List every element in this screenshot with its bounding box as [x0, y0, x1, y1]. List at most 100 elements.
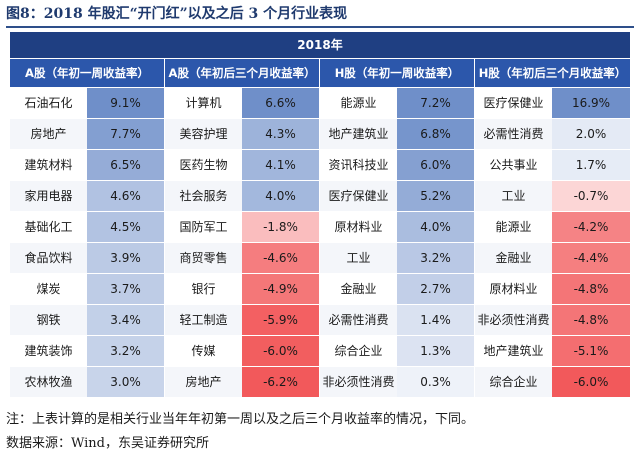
return-value: 6.0% [397, 150, 474, 180]
return-value: -5.9% [242, 305, 319, 335]
cell-group-h-share-three-months: 地产建筑业 -5.1% [475, 336, 630, 366]
sector-returns-table: 2018年 A股（年初一周收益率） A股（年初后三个月收益率） H股（年初一周收… [10, 32, 630, 398]
return-value: -1.8% [242, 212, 319, 242]
cell-group-h-share-three-months: 综合企业 -6.0% [475, 367, 630, 397]
industry-name: 地产建筑业 [475, 336, 552, 366]
table-body: 石油石化 9.1% 计算机 6.6% 能源业 7.2% 医疗保健业 16.9% 房地产 7.7% 美… [10, 88, 630, 398]
industry-name: 资讯科技业 [320, 150, 397, 180]
table-row: 家用电器 4.6% 社会服务 4.0% 医疗保健业 5.2% 工业 -0.7% [10, 181, 630, 212]
return-value: -6.0% [242, 336, 319, 366]
industry-name: 传媒 [165, 336, 242, 366]
return-value: 6.6% [242, 88, 319, 118]
return-value: 7.2% [397, 88, 474, 118]
industry-name: 医疗保健业 [475, 88, 552, 118]
industry-name: 公共事业 [475, 150, 552, 180]
cell-group-a-share-first-week: 房地产 7.7% [10, 119, 164, 149]
industry-name: 轻工制造 [165, 305, 242, 335]
industry-name: 非必须性消费 [320, 367, 397, 397]
footnote: 注：上表计算的是相关行业当年年初第一周以及之后三个月收益率的情况，下同。 [6, 412, 475, 427]
cell-group-a-share-three-months: 商贸零售 -4.6% [165, 243, 319, 273]
cell-group-a-share-first-week: 石油石化 9.1% [10, 88, 164, 118]
cell-group-h-share-three-months: 工业 -0.7% [475, 181, 630, 211]
return-value: -4.9% [242, 274, 319, 304]
return-value: -6.0% [552, 367, 630, 397]
return-value: -6.2% [242, 367, 319, 397]
return-value: -4.2% [552, 212, 630, 242]
cell-group-h-share-first-week: 地产建筑业 6.8% [320, 119, 474, 149]
industry-name: 美容护理 [165, 119, 242, 149]
cell-group-a-share-three-months: 银行 -4.9% [165, 274, 319, 304]
cell-group-h-share-three-months: 医疗保健业 16.9% [475, 88, 630, 118]
cell-group-a-share-first-week: 建筑材料 6.5% [10, 150, 164, 180]
industry-name: 必需性消费 [475, 119, 552, 149]
return-value: -5.1% [552, 336, 630, 366]
industry-name: 原材料业 [475, 274, 552, 304]
header-a-share-three-months: A股（年初后三个月收益率） [165, 59, 319, 87]
industry-name: 银行 [165, 274, 242, 304]
table-row: 建筑装饰 3.2% 传媒 -6.0% 综合企业 1.3% 地产建筑业 -5.1% [10, 336, 630, 367]
return-value: 3.2% [87, 336, 164, 366]
cell-group-a-share-three-months: 计算机 6.6% [165, 88, 319, 118]
industry-name: 食品饮料 [10, 243, 87, 273]
table-row: 基础化工 4.5% 国防军工 -1.8% 原材料业 4.0% 能源业 -4.2% [10, 212, 630, 243]
return-value: 4.1% [242, 150, 319, 180]
industry-name: 综合企业 [320, 336, 397, 366]
return-value: 2.7% [397, 274, 474, 304]
industry-name: 房地产 [165, 367, 242, 397]
title-divider [6, 26, 634, 28]
cell-group-h-share-first-week: 必需性消费 1.4% [320, 305, 474, 335]
cell-group-h-share-three-months: 必需性消费 2.0% [475, 119, 630, 149]
return-value: 1.7% [552, 150, 630, 180]
industry-name: 房地产 [10, 119, 87, 149]
industry-name: 社会服务 [165, 181, 242, 211]
cell-group-a-share-three-months: 房地产 -6.2% [165, 367, 319, 397]
return-value: 3.2% [397, 243, 474, 273]
return-value: -4.6% [242, 243, 319, 273]
industry-name: 金融业 [475, 243, 552, 273]
industry-name: 原材料业 [320, 212, 397, 242]
cell-group-h-share-first-week: 原材料业 4.0% [320, 212, 474, 242]
cell-group-a-share-first-week: 钢铁 3.4% [10, 305, 164, 335]
cell-group-a-share-first-week: 食品饮料 3.9% [10, 243, 164, 273]
return-value: 2.0% [552, 119, 630, 149]
cell-group-h-share-first-week: 资讯科技业 6.0% [320, 150, 474, 180]
industry-name: 计算机 [165, 88, 242, 118]
table-row: 石油石化 9.1% 计算机 6.6% 能源业 7.2% 医疗保健业 16.9% [10, 88, 630, 119]
cell-group-h-share-three-months: 金融业 -4.4% [475, 243, 630, 273]
cell-group-a-share-three-months: 社会服务 4.0% [165, 181, 319, 211]
return-value: 5.2% [397, 181, 474, 211]
table-row: 煤炭 3.7% 银行 -4.9% 金融业 2.7% 原材料业 -4.8% [10, 274, 630, 305]
cell-group-h-share-three-months: 能源业 -4.2% [475, 212, 630, 242]
industry-name: 能源业 [475, 212, 552, 242]
return-value: 4.6% [87, 181, 164, 211]
industry-name: 建筑装饰 [10, 336, 87, 366]
return-value: 1.3% [397, 336, 474, 366]
table-row: 农林牧渔 3.0% 房地产 -6.2% 非必须性消费 0.3% 综合企业 -6.0% [10, 367, 630, 398]
industry-name: 医药生物 [165, 150, 242, 180]
cell-group-h-share-three-months: 非必须性消费 -4.8% [475, 305, 630, 335]
cell-group-h-share-three-months: 公共事业 1.7% [475, 150, 630, 180]
industry-name: 国防军工 [165, 212, 242, 242]
industry-name: 工业 [320, 243, 397, 273]
return-value: 3.9% [87, 243, 164, 273]
return-value: 4.0% [242, 181, 319, 211]
return-value: 7.7% [87, 119, 164, 149]
return-value: 4.5% [87, 212, 164, 242]
cell-group-a-share-first-week: 农林牧渔 3.0% [10, 367, 164, 397]
industry-name: 农林牧渔 [10, 367, 87, 397]
return-value: -4.8% [552, 305, 630, 335]
return-value: 16.9% [552, 88, 630, 118]
cell-group-a-share-first-week: 建筑装饰 3.2% [10, 336, 164, 366]
industry-name: 煤炭 [10, 274, 87, 304]
return-value: -0.7% [552, 181, 630, 211]
return-value: -4.8% [552, 274, 630, 304]
return-value: 1.4% [397, 305, 474, 335]
return-value: -4.4% [552, 243, 630, 273]
cell-group-a-share-first-week: 煤炭 3.7% [10, 274, 164, 304]
industry-name: 地产建筑业 [320, 119, 397, 149]
industry-name: 家用电器 [10, 181, 87, 211]
cell-group-a-share-first-week: 家用电器 4.6% [10, 181, 164, 211]
industry-name: 工业 [475, 181, 552, 211]
cell-group-h-share-first-week: 金融业 2.7% [320, 274, 474, 304]
industry-name: 医疗保健业 [320, 181, 397, 211]
